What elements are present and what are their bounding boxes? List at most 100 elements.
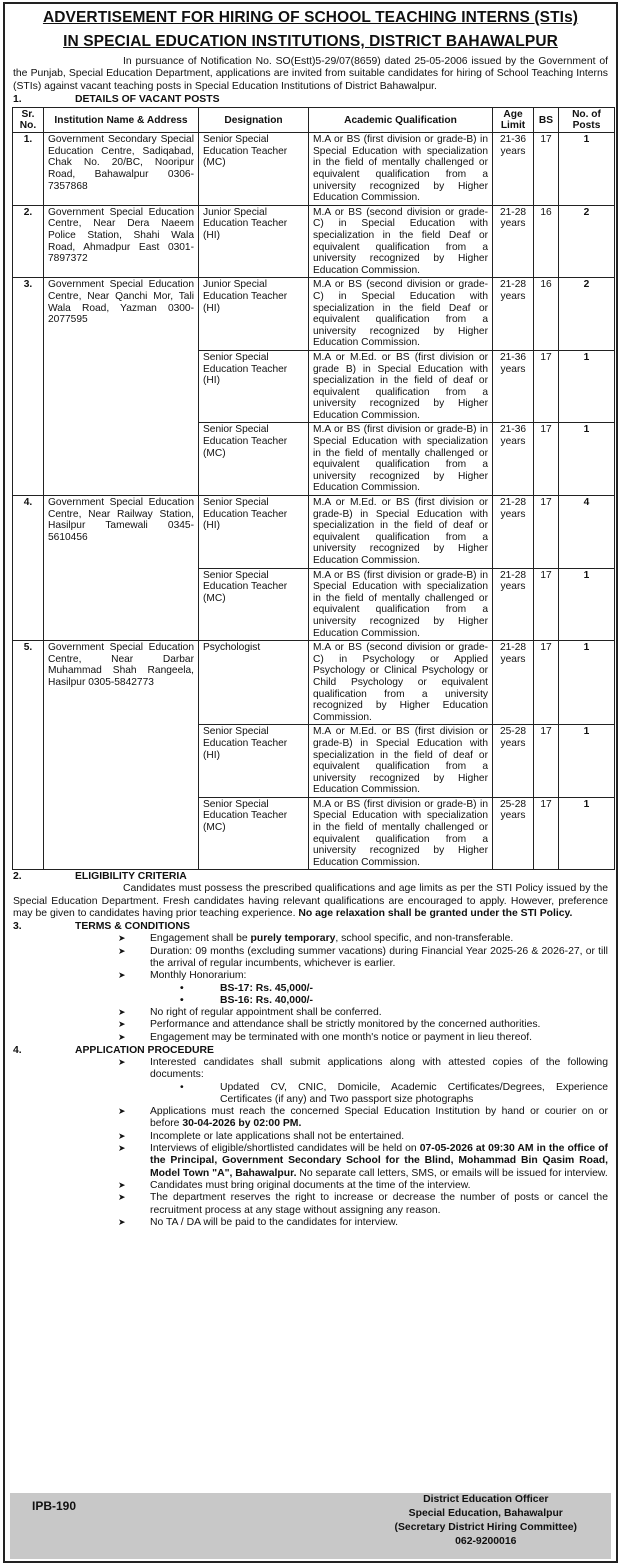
term-no-right: No right of regular appointment shall be… <box>118 1007 608 1020</box>
office-phone: 062-9200016 <box>455 1536 517 1547</box>
procedure-list: Interested candidates shall submit appli… <box>5 1057 616 1229</box>
committee-name: (Secretary District Hiring Committee) <box>394 1522 577 1533</box>
cell-designation: Senior Special Education Teacher (MC) <box>198 796 309 871</box>
officer-title: District Education Officer <box>423 1494 549 1505</box>
section-title: DETAILS OF VACANT POSTS <box>75 94 220 106</box>
cell-sr: 2. <box>12 204 44 279</box>
title-line-2: IN SPECIAL EDUCATION INSTITUTIONS, DISTR… <box>63 33 558 50</box>
section-title: ELIGIBILITY CRITERIA <box>75 871 187 883</box>
cell-posts: 1 <box>558 422 615 497</box>
section-title: APPLICATION PROCEDURE <box>75 1045 214 1056</box>
section-title: TERMS & CONDITIONS <box>75 921 190 933</box>
footer-bar: IPB-190 District Education Officer Speci… <box>10 1493 611 1559</box>
table-row: 4. Government Special Education Centre, N… <box>12 495 615 642</box>
section-2-heading: 2. ELIGIBILITY CRITERIA <box>13 871 608 883</box>
table-row: Senior Special Education Teacher (MC) M.A… <box>13 422 615 497</box>
section-1-heading: 1. DETAILS OF VACANT POSTS <box>13 94 608 106</box>
table-header-row: Sr. No. Institution Name & Address Desig… <box>12 107 615 134</box>
table-row: Senior Special Education Teacher (MC) M.A… <box>13 567 615 642</box>
text-bold: 07-05-2026 at 09:30 AM in the office of … <box>150 1143 608 1179</box>
cell-age: 25-28 years <box>492 796 534 871</box>
text: Interested candidates shall submit appli… <box>150 1057 608 1081</box>
eligibility-body: Candidates must possess the prescribed q… <box>13 883 608 920</box>
cell-institution: Government Special Education Centre, Nea… <box>43 640 199 871</box>
cell-designation: Junior Special Education Teacher (HI) <box>198 204 309 279</box>
cell-age: 21-36 years <box>492 422 534 497</box>
table-row: 5. Government Special Education Centre, N… <box>12 640 615 871</box>
text: Engagement shall be <box>150 933 251 945</box>
text: No separate call letters, SMS, or emails… <box>296 1167 608 1179</box>
table-row: Senior Special Education Teacher (MC) M.A… <box>13 796 615 871</box>
text-bold: purely temporary <box>250 933 336 945</box>
table-row: 1. Government Secondary Special Education… <box>12 132 615 206</box>
table-row: 2. Government Special Education Centre, N… <box>12 204 615 279</box>
section-4-heading: 4. APPLICATION PROCEDURE <box>13 1045 608 1057</box>
cell-institution: Government Special Education Centre, Nea… <box>43 277 199 497</box>
cell-bs: 16 <box>533 277 559 351</box>
text-bold: 30-04-2026 by 02:00 PM. <box>182 1118 302 1130</box>
cell-age: 21-28 years <box>492 640 534 726</box>
header-posts: No. of Posts <box>558 107 615 134</box>
cell-qualification: M.A or BS (second division or grade-C) i… <box>308 640 493 726</box>
header-qualification: Academic Qualification <box>308 107 493 134</box>
cell-designation: Senior Special Education Teacher (MC) <box>198 567 309 642</box>
intro-paragraph: In pursuance of Notification No. SO(Estt… <box>13 56 608 92</box>
section-number: 4. <box>13 1045 22 1056</box>
cell-posts: 1 <box>558 567 615 642</box>
cell-qualification: M.A or M.Ed. or BS (first division or gr… <box>308 495 493 569</box>
cell-age: 21-28 years <box>492 567 534 642</box>
title-line-1: ADVERTISEMENT FOR HIRING OF SCHOOL TEACH… <box>42 9 579 26</box>
cell-posts: 1 <box>558 796 615 871</box>
cell-age: 21-28 years <box>492 204 534 279</box>
table-row: 3. Government Special Education Centre, N… <box>12 277 615 497</box>
cell-sr: 5. <box>12 640 44 871</box>
text: , school specific, and non-transferable. <box>335 933 514 945</box>
cell-designation: Senior Special Education Teacher (HI) <box>198 495 309 569</box>
cell-bs: 16 <box>533 204 559 279</box>
procedure-reserves: The department reserves the right to inc… <box>118 1192 608 1217</box>
cell-bs: 17 <box>533 567 559 642</box>
procedure-originals: Candidates must bring original documents… <box>118 1180 608 1193</box>
procedure-submit: Interested candidates shall submit appli… <box>118 1057 608 1106</box>
cell-sr: 1. <box>12 132 44 206</box>
eligibility-bold: No age relaxation shall be granted under… <box>298 908 573 920</box>
header-sr: Sr. No. <box>12 107 44 134</box>
header-age: Age Limit <box>492 107 534 134</box>
cell-sr: 3. <box>12 277 44 497</box>
term-performance: Performance and attendance shall be stri… <box>118 1019 608 1032</box>
term-termination: Engagement may be terminated with one mo… <box>118 1032 608 1045</box>
cell-qualification: M.A or BS (first division or grade-B) in… <box>308 796 493 871</box>
cell-designation: Senior Special Education Teacher (HI) <box>198 724 309 798</box>
vacant-posts-table: Sr. No. Institution Name & Address Desig… <box>12 107 615 871</box>
honorarium-list: BS-17: Rs. 45,000/- BS-16: Rs. 40,000/- <box>150 983 608 1008</box>
cell-age: 21-36 years <box>492 349 534 424</box>
cell-qualification: M.A or BS (first division or grade-B) in… <box>308 132 493 206</box>
office-name: Special Education, Bahawalpur <box>408 1508 563 1519</box>
cell-age: 25-28 years <box>492 724 534 798</box>
cell-qualification: M.A or M.Ed. or BS (first division or gr… <box>308 349 493 424</box>
header-bs: BS <box>533 107 559 134</box>
ipb-code: IPB-190 <box>32 1499 77 1513</box>
cell-bs: 17 <box>533 796 559 871</box>
cell-bs: 17 <box>533 640 559 726</box>
header-institution: Institution Name & Address <box>43 107 199 134</box>
cell-qualification: M.A or BS (second division or grade-C) i… <box>308 204 493 279</box>
terms-list: Engagement shall be purely temporary, sc… <box>5 933 616 1044</box>
cell-age: 21-28 years <box>492 277 534 351</box>
cell-institution: Government Special Education Centre, Nea… <box>43 204 199 279</box>
cell-designation: Psychologist <box>198 640 309 726</box>
cell-posts: 1 <box>558 640 615 726</box>
cell-posts: 2 <box>558 277 615 351</box>
advertisement: ADVERTISEMENT FOR HIRING OF SCHOOL TEACH… <box>3 2 618 1563</box>
cell-posts: 2 <box>558 204 615 279</box>
cell-posts: 1 <box>558 132 615 206</box>
cell-bs: 17 <box>533 422 559 497</box>
cell-designation: Junior Special Education Teacher (HI) <box>198 277 309 351</box>
procedure-interview: Interviews of eligible/shortlisted candi… <box>118 1143 608 1180</box>
cell-institution: Government Special Education Centre, Nea… <box>43 495 199 642</box>
eligibility-text: Candidates must possess the prescribed q… <box>13 883 608 920</box>
cell-bs: 17 <box>533 349 559 424</box>
procedure-tada: No TA / DA will be paid to the candidate… <box>118 1217 608 1230</box>
signature-block: District Education Officer Special Educa… <box>395 1493 577 1549</box>
procedure-deadline: Applications must reach the concerned Sp… <box>118 1106 608 1131</box>
